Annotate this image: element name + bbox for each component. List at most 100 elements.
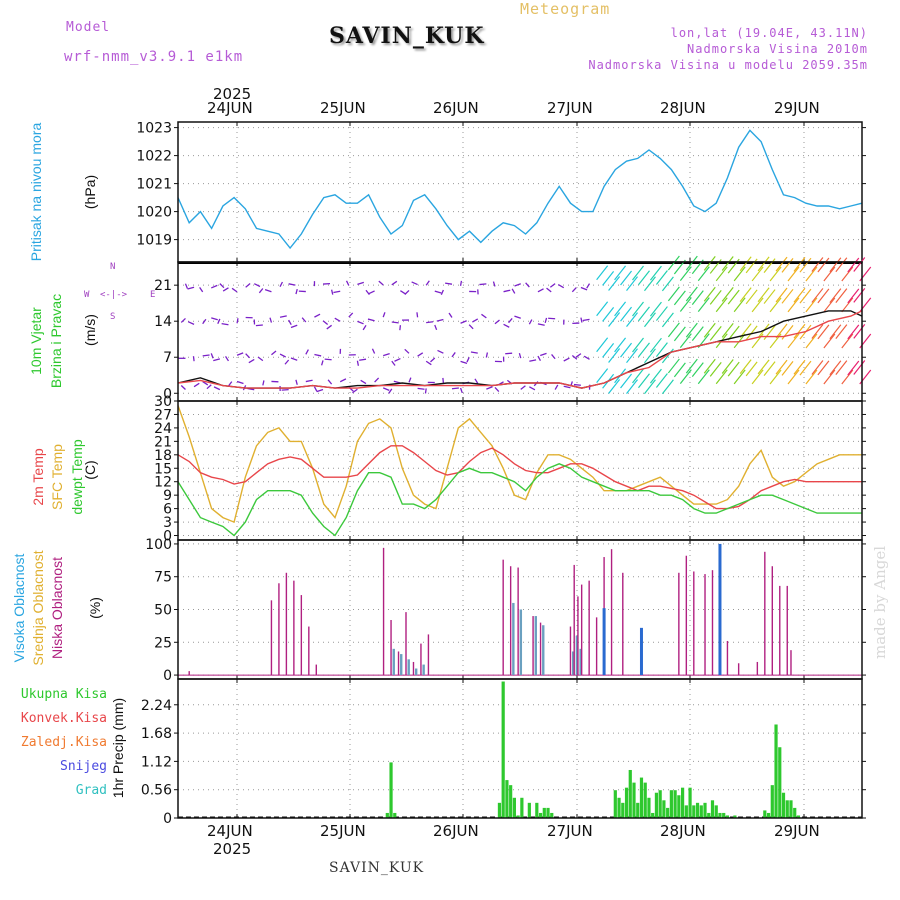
wind-arrow bbox=[316, 388, 324, 393]
wind-barb bbox=[757, 256, 770, 272]
wind-arrow bbox=[264, 289, 272, 293]
wind-compass-e: E bbox=[150, 290, 156, 300]
wind-arrow bbox=[314, 313, 321, 318]
wind-barb bbox=[793, 359, 806, 375]
wind-arrow bbox=[330, 289, 334, 295]
station-title: SAVIN_KUK bbox=[329, 23, 485, 49]
wind-arrow bbox=[533, 381, 539, 387]
wind-barb bbox=[638, 373, 650, 389]
wind-barb bbox=[673, 326, 686, 342]
wind-arrow bbox=[575, 353, 582, 358]
wind-arrow bbox=[549, 283, 556, 288]
day-label-top: 26JUN bbox=[433, 99, 479, 117]
wind-barb bbox=[709, 289, 722, 305]
precip-bar bbox=[695, 802, 700, 818]
wind-arrow bbox=[416, 312, 419, 318]
wind-barb bbox=[632, 265, 644, 281]
y-tick-label: 0.56 bbox=[141, 783, 172, 799]
wind-arrow bbox=[481, 313, 487, 319]
wind-arrow bbox=[494, 319, 500, 325]
wind-arrow bbox=[382, 312, 386, 318]
wind-arrow bbox=[580, 286, 588, 291]
precip-bar bbox=[651, 812, 655, 818]
wind-barb bbox=[787, 266, 800, 282]
wind-arrow bbox=[424, 388, 427, 394]
wind-arrow bbox=[434, 324, 438, 331]
wind-barb bbox=[667, 286, 680, 302]
wind-arrow bbox=[586, 283, 591, 289]
wind-barb bbox=[727, 361, 740, 377]
y-tick-label: 1.68 bbox=[141, 726, 172, 742]
wind-barb bbox=[763, 361, 776, 377]
wind-barb bbox=[632, 368, 644, 384]
wind-barb bbox=[823, 297, 836, 313]
wind-arrow bbox=[258, 288, 264, 294]
wind-arrow bbox=[365, 289, 370, 296]
wind-arrow bbox=[327, 379, 333, 385]
wind-arrow bbox=[225, 356, 230, 362]
wind-arrow bbox=[255, 324, 263, 327]
wind-barb bbox=[835, 360, 848, 376]
wind-barb bbox=[679, 266, 692, 282]
wind-barb bbox=[679, 297, 692, 312]
precip-bar bbox=[763, 810, 767, 818]
wind-barb bbox=[667, 255, 680, 271]
wind-arrow bbox=[210, 353, 214, 359]
wind-barb bbox=[775, 359, 788, 375]
wind-arrow bbox=[382, 387, 390, 391]
y-tick-label: 25 bbox=[154, 635, 172, 651]
wind-barb bbox=[602, 270, 615, 286]
wind-barb bbox=[793, 256, 806, 272]
wind-barb bbox=[847, 360, 860, 376]
wind-arrow bbox=[440, 289, 444, 295]
meteogram-label: Meteogram bbox=[520, 0, 611, 18]
wind-barb bbox=[829, 288, 842, 304]
wind-barb bbox=[805, 369, 818, 385]
wind-barb bbox=[703, 358, 716, 374]
wind-barb bbox=[739, 287, 752, 302]
cloud-bar-mid bbox=[512, 602, 515, 676]
wind-barb bbox=[626, 312, 638, 328]
wind-arrow bbox=[245, 353, 251, 359]
wind-barb bbox=[793, 323, 806, 339]
wind-arrow bbox=[537, 355, 542, 362]
wind-arrow bbox=[460, 320, 467, 324]
precip-bar bbox=[781, 792, 786, 818]
y-tick-label: 21 bbox=[154, 278, 172, 294]
wind-barb bbox=[596, 301, 609, 317]
wind-arrow bbox=[352, 388, 358, 394]
cloud-bar-mid bbox=[392, 648, 395, 676]
wind-barb bbox=[685, 322, 698, 338]
wind-barb bbox=[829, 360, 842, 376]
precip-bar bbox=[662, 800, 666, 818]
cloud-bar-mid bbox=[400, 654, 403, 676]
wind-arrow bbox=[391, 321, 399, 324]
wind-arrow bbox=[459, 387, 463, 394]
wind-barb bbox=[643, 379, 656, 395]
precip-bar bbox=[643, 782, 647, 818]
wind-barb bbox=[817, 257, 830, 273]
wind-arrow bbox=[288, 319, 292, 326]
wind-arrow bbox=[417, 352, 424, 357]
wind-barb bbox=[649, 337, 662, 353]
wind-barb bbox=[632, 337, 644, 353]
precip-bar bbox=[785, 800, 789, 818]
wind-arrow bbox=[202, 381, 209, 386]
wind-arrow bbox=[448, 312, 453, 318]
pressure-panel bbox=[177, 121, 863, 263]
wind-barb bbox=[847, 257, 860, 273]
precip-bar bbox=[509, 785, 513, 818]
wind-barb bbox=[709, 362, 722, 377]
wind-barb bbox=[841, 266, 854, 282]
wind-arrow bbox=[580, 317, 583, 323]
wind-arrow bbox=[295, 379, 298, 385]
cloud-bar-high bbox=[639, 627, 643, 676]
wind-arrow bbox=[206, 384, 212, 390]
wind-arrow bbox=[426, 321, 434, 324]
precip-legend-snow: Snijeg bbox=[60, 759, 107, 774]
wind-barb bbox=[673, 290, 686, 306]
wind-barb bbox=[602, 343, 615, 358]
precip-bar bbox=[505, 780, 509, 818]
wind-arrow bbox=[391, 360, 396, 366]
